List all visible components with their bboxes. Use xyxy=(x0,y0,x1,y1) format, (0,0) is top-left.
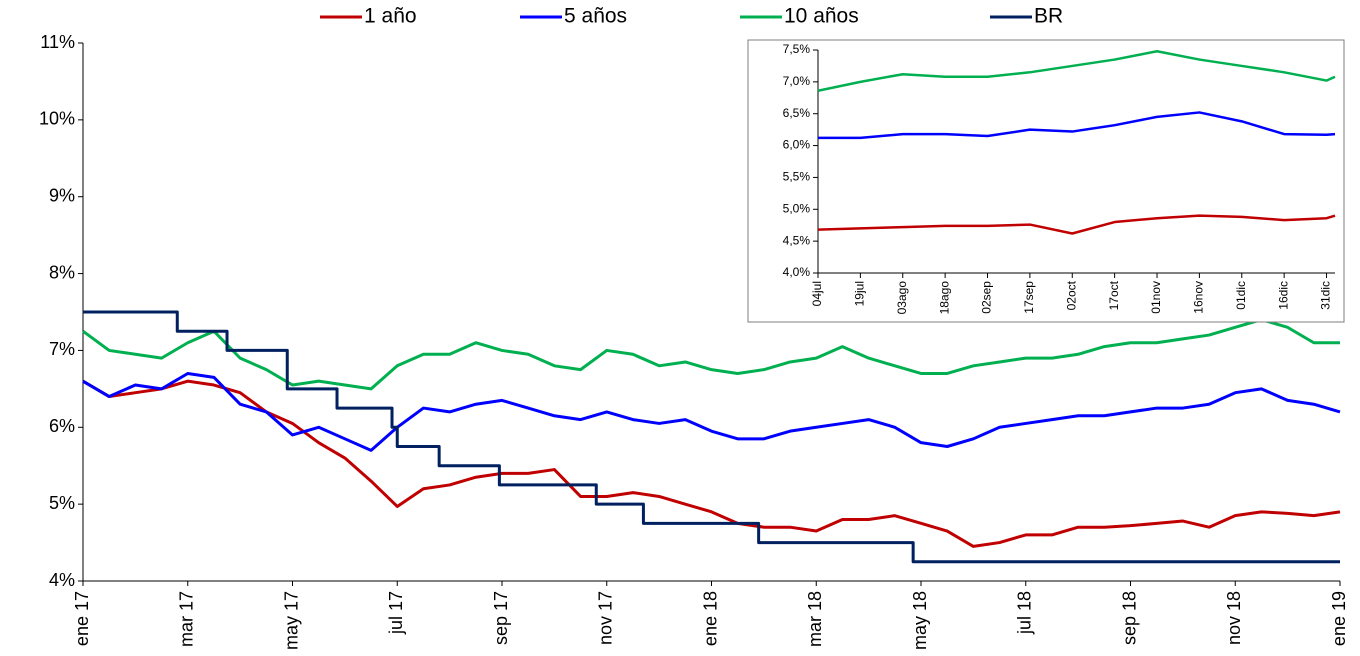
y-tick-label: 4% xyxy=(49,570,75,590)
y-tick-label: 4,0% xyxy=(783,265,811,279)
series-line xyxy=(817,50,1336,93)
x-tick-label: 01dic xyxy=(1234,281,1248,310)
x-tick-label: ene 19 xyxy=(1329,591,1349,646)
x-tick-label: mar 18 xyxy=(805,591,825,647)
x-tick-label: ene 18 xyxy=(700,591,720,646)
y-tick-label: 6,5% xyxy=(783,106,811,120)
x-tick-label: may 17 xyxy=(281,591,301,650)
series-line xyxy=(82,371,1341,452)
y-tick-label: 6,0% xyxy=(783,138,811,152)
y-tick-label: 6% xyxy=(49,416,75,436)
y-tick-label: 5,5% xyxy=(783,170,811,184)
x-tick-label: mar 17 xyxy=(177,591,197,647)
x-tick-label: 19jul xyxy=(853,281,867,306)
x-tick-label: 02sep xyxy=(980,281,994,314)
x-tick-label: sep 18 xyxy=(1119,591,1139,645)
x-tick-label: 17oct xyxy=(1107,280,1121,310)
x-tick-label: nov 18 xyxy=(1224,591,1244,645)
x-tick-label: may 18 xyxy=(910,591,930,650)
y-tick-label: 8% xyxy=(49,262,75,282)
x-tick-label: jul 18 xyxy=(1015,591,1035,635)
series-line xyxy=(82,379,1341,548)
y-tick-label: 7,5% xyxy=(783,42,811,56)
x-tick-label: 01nov xyxy=(1149,281,1163,314)
x-tick-label: 16nov xyxy=(1192,281,1206,314)
y-tick-label: 5,0% xyxy=(783,201,811,215)
legend-label: 5 años xyxy=(564,5,627,28)
y-tick-label: 5% xyxy=(49,493,75,513)
legend-label: 1 año xyxy=(364,5,417,28)
legend-label: 10 años xyxy=(784,5,859,28)
y-tick-label: 4,5% xyxy=(783,233,811,247)
x-tick-label: sep 17 xyxy=(491,591,511,645)
x-tick-label: 16dic xyxy=(1276,281,1290,310)
y-tick-label: 7,0% xyxy=(783,74,811,88)
series-line xyxy=(817,214,1336,235)
inset-frame xyxy=(747,39,1345,323)
x-tick-label: 04jul xyxy=(810,281,824,306)
x-tick-label: 02oct xyxy=(1064,280,1078,310)
y-tick-label: 9% xyxy=(49,185,75,205)
x-tick-label: 17sep xyxy=(1022,281,1036,314)
y-tick-label: 7% xyxy=(49,339,75,359)
series-line xyxy=(818,111,1336,140)
x-tick-label: jul 17 xyxy=(386,591,406,635)
x-tick-label: 03ago xyxy=(895,281,909,315)
x-tick-label: ene 17 xyxy=(72,591,92,646)
x-tick-label: 31dic xyxy=(1319,281,1333,310)
x-tick-label: nov 17 xyxy=(596,591,616,645)
y-tick-label: 10% xyxy=(39,109,75,129)
x-tick-label: 18ago xyxy=(937,281,951,315)
series-line xyxy=(82,318,1340,391)
series-line xyxy=(83,310,1340,564)
y-tick-label: 11% xyxy=(40,32,75,52)
legend-label: BR xyxy=(1034,5,1063,28)
